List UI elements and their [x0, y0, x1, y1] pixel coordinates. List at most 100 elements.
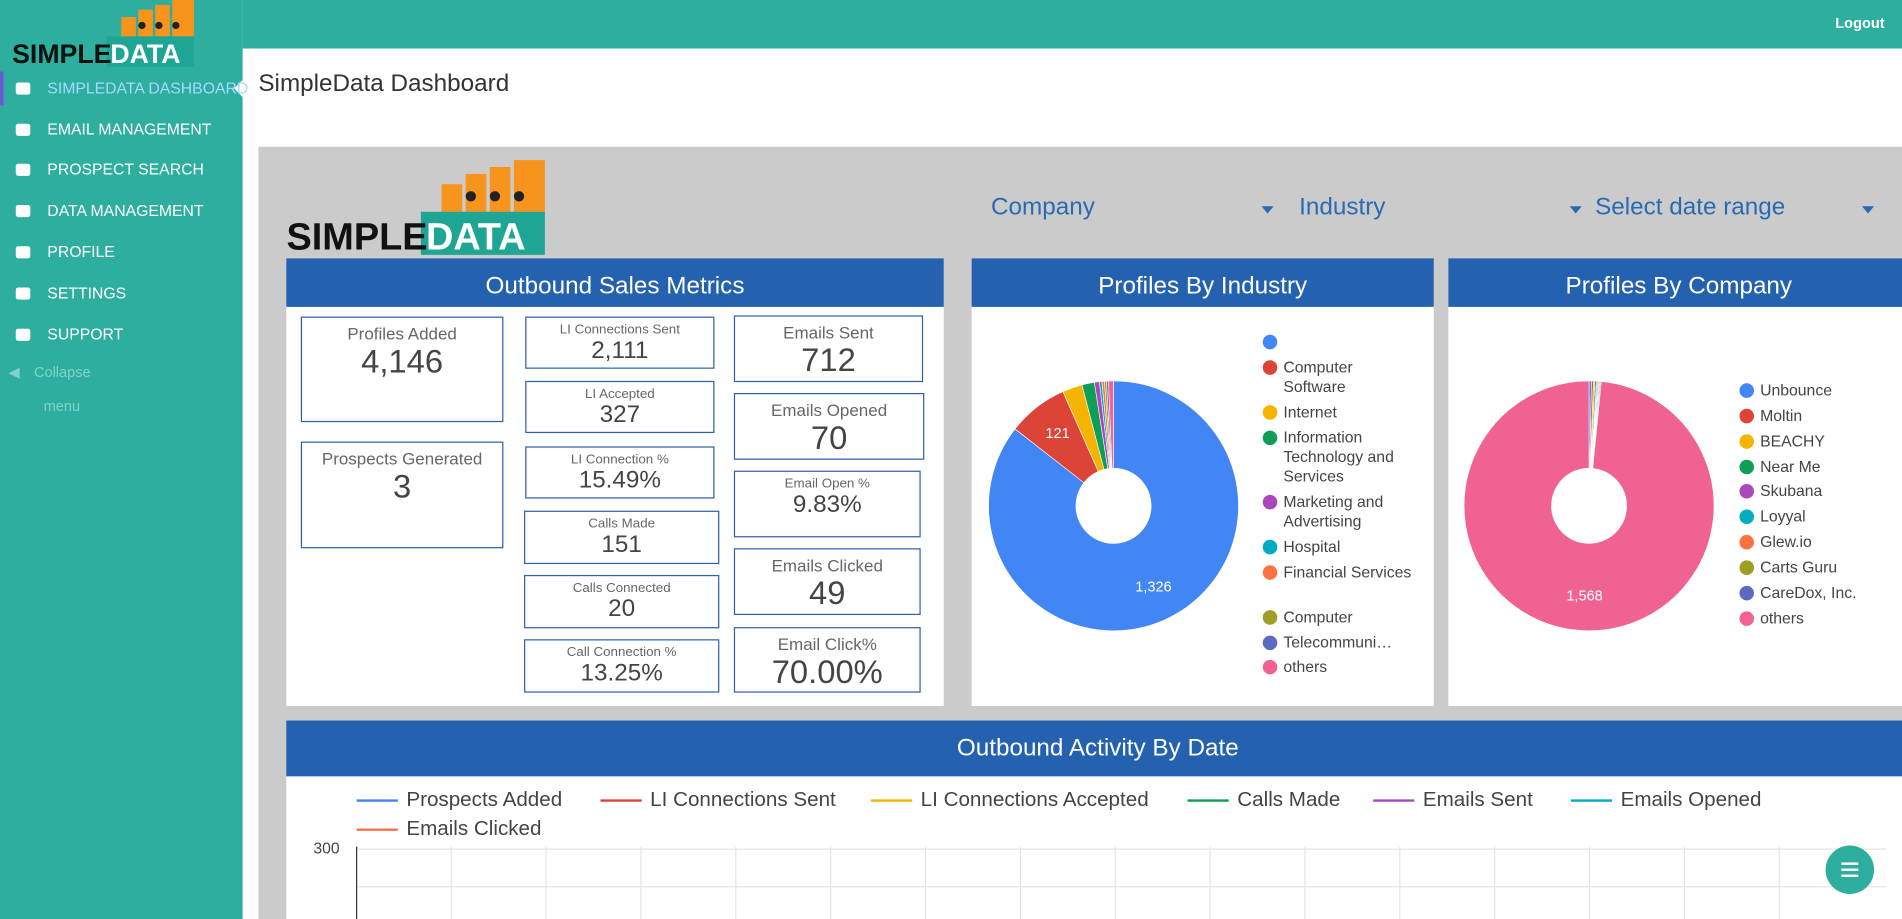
dropdown-arrow [1569, 206, 1582, 214]
legend-label: CareDox, Inc. [1760, 583, 1857, 602]
logo-bar [513, 160, 545, 212]
legend-label: Carts Guru [1760, 557, 1838, 577]
metric-value: 15.49% [578, 467, 661, 494]
metric-box: Email Click% 70.00% [733, 627, 921, 693]
legend-label: LI Connections Accepted [921, 788, 1149, 811]
dropdown-arrow [1861, 206, 1875, 214]
metric-value: 70 [810, 419, 848, 457]
metric-value: 3 [392, 468, 412, 505]
legend-dot [1262, 610, 1278, 625]
legend-dot [1262, 659, 1278, 675]
legend-dot [1739, 509, 1755, 525]
legend-label: Prospects Added [406, 788, 562, 811]
metric-box: Prospects Generated 3 [300, 441, 504, 549]
menu-item[interactable]: PROFILE [47, 242, 115, 261]
card-title: Outbound Sales Metrics [286, 258, 944, 307]
metric-label: Emails Clicked [771, 555, 883, 575]
filter-dropdown[interactable]: Select date range [1595, 194, 1786, 221]
menu-item[interactable]: EMAIL MANAGEMENT [47, 120, 212, 139]
menu-item[interactable]: DATA MANAGEMENT [47, 201, 204, 220]
fab-icon [1841, 862, 1859, 865]
metric-label: LI Accepted [584, 386, 655, 402]
metrics-card [286, 258, 944, 706]
logo-person [155, 21, 163, 30]
legend-label: Computer Software [1283, 357, 1353, 396]
menu-item[interactable]: SUPPORT [47, 325, 124, 344]
legend-dot [1262, 360, 1278, 375]
logo-box [420, 211, 545, 255]
legend-label: Internet [1283, 402, 1337, 421]
slice-label: 1,568 [1566, 589, 1602, 605]
slice-label: 1,326 [1135, 579, 1171, 595]
legend-dot [1739, 560, 1755, 575]
menu-item[interactable]: SETTINGS [47, 283, 127, 303]
metric-label: Email Click% [777, 634, 877, 654]
legend-dot [1739, 408, 1755, 424]
metric-value: 327 [599, 401, 641, 429]
logo-word: SIMPLE [287, 217, 428, 259]
logo-person [513, 191, 525, 202]
legend-dot [1739, 611, 1755, 626]
collapse-label[interactable]: Collapse [33, 363, 91, 381]
logo: SIMPLE DATA [287, 160, 545, 259]
metric-box: LI Connections Sent 2,111 [525, 316, 715, 369]
slice-label: 121 [1045, 426, 1069, 442]
legend-label: Hospital [1283, 537, 1341, 556]
logo-bar [121, 16, 136, 37]
filter-dropdown[interactable]: Company [991, 194, 1095, 221]
logout-button[interactable]: Logout [1835, 14, 1885, 32]
legend-label: Financial Services [1283, 562, 1412, 582]
top-bar [242, 0, 1902, 49]
filter-dropdown[interactable]: Industry [1299, 194, 1386, 221]
metric-value: 151 [601, 531, 642, 558]
legend-label: Telecommuni… [1283, 633, 1393, 652]
menu-icon [15, 328, 31, 341]
logo-word: DATA [426, 217, 526, 259]
logo-word: DATA [110, 39, 180, 69]
metric-box: Email Open % 9.83% [733, 470, 921, 538]
metric-box: Emails Sent 712 [733, 315, 924, 383]
legend-dot [1262, 635, 1278, 651]
logo: SIMPLE DATA [12, 0, 195, 69]
metric-label: Calls Connected [572, 581, 671, 596]
menu-icon [15, 123, 31, 136]
collapse-button[interactable]: ◀ [8, 363, 20, 381]
menu-item[interactable]: PROSPECT SEARCH [47, 160, 204, 179]
metric-box: LI Connection % 15.49% [525, 446, 715, 499]
menu-icon [15, 204, 31, 218]
logo-word: SIMPLE [12, 39, 111, 69]
legend-label: Emails Sent [1423, 788, 1533, 811]
logo-bar [172, 0, 195, 37]
sidebar [0, 0, 243, 919]
dropdown-arrow [1261, 206, 1274, 214]
metric-box: LI Accepted 327 [525, 380, 715, 434]
legend-label: Loyyal [1760, 507, 1806, 526]
legend-label: Glew.io [1760, 532, 1812, 551]
metric-label: Emails Sent [783, 322, 874, 343]
metric-label: Prospects Generated [321, 448, 483, 469]
metric-box: Calls Made 151 [524, 510, 720, 565]
legend-dot [1262, 565, 1278, 580]
metric-value: 13.25% [580, 659, 663, 687]
legend-dot [1739, 383, 1755, 398]
legend-dot [1262, 539, 1278, 555]
logo-box [106, 36, 195, 67]
menu-icon [15, 163, 31, 176]
legend-label: Skubana [1760, 481, 1823, 500]
metric-value: 9.83% [792, 491, 862, 518]
menu-icon [15, 246, 31, 259]
logo-bar [465, 173, 487, 212]
metric-box: Emails Opened 70 [733, 393, 925, 460]
legend-dot [1739, 459, 1755, 475]
card-title: Outbound Activity By Date [286, 720, 1902, 777]
collapse-sub: menu [43, 397, 81, 415]
menu-item[interactable]: SIMPLEDATA DASHBOARD [47, 78, 249, 98]
metric-value: 712 [801, 342, 856, 379]
metric-value: 20 [608, 595, 636, 623]
legend-dot [1262, 334, 1278, 350]
menu-icon [15, 287, 31, 300]
active-pointer [234, 80, 243, 98]
legend-label: Emails Opened [1621, 788, 1762, 811]
